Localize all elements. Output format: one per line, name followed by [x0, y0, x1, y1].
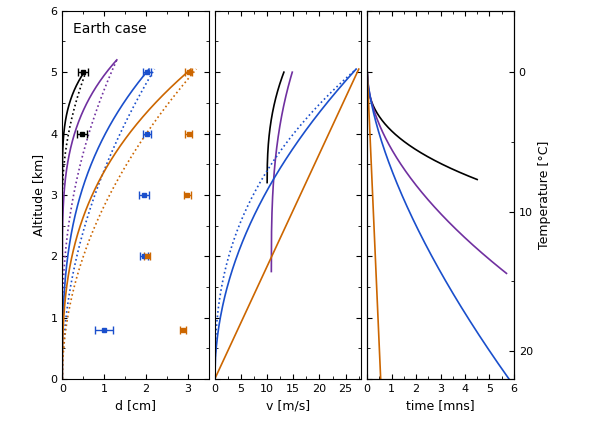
X-axis label: time [mns]: time [mns]: [406, 399, 475, 412]
Y-axis label: Altitude [km]: Altitude [km]: [32, 154, 45, 236]
Y-axis label: Temperature [°C]: Temperature [°C]: [538, 141, 551, 249]
X-axis label: d [cm]: d [cm]: [115, 399, 156, 412]
Text: Earth case: Earth case: [72, 22, 146, 36]
X-axis label: v [m/s]: v [m/s]: [266, 399, 310, 412]
